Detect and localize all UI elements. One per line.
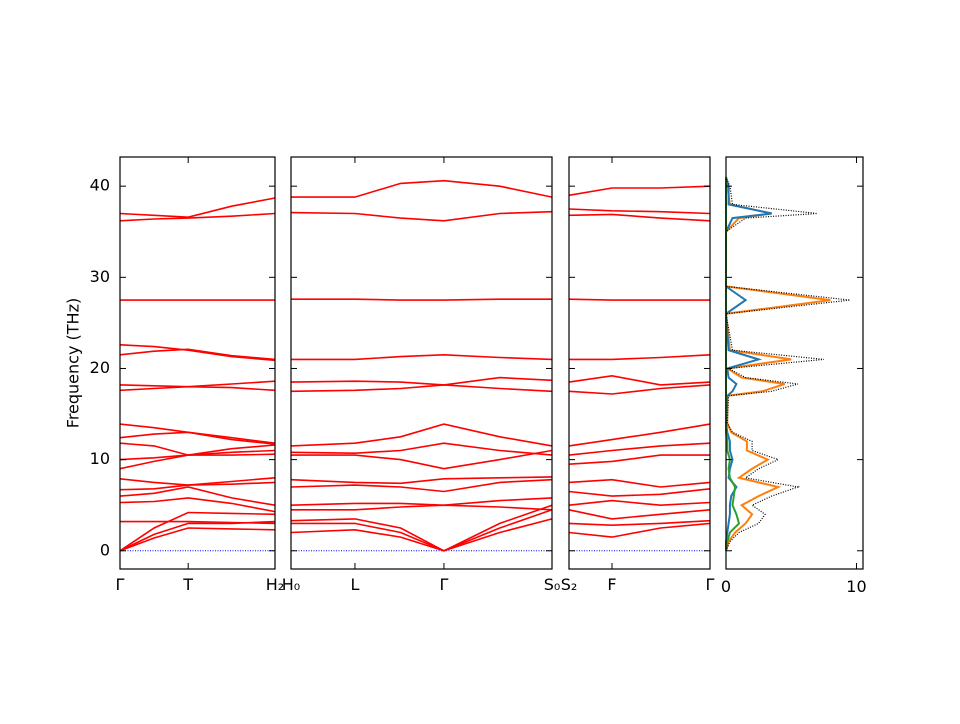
band bbox=[568, 384, 711, 395]
x-tick-label: L bbox=[350, 575, 359, 594]
band bbox=[568, 499, 711, 507]
band bbox=[119, 197, 276, 219]
y-tick-label: 20 bbox=[90, 358, 110, 377]
band bbox=[119, 486, 276, 506]
band bbox=[568, 519, 711, 527]
band bbox=[569, 354, 711, 361]
band bbox=[568, 213, 711, 222]
band bbox=[568, 185, 711, 197]
band bbox=[290, 476, 553, 485]
band bbox=[119, 423, 276, 444]
y-tick-label: 30 bbox=[90, 267, 110, 286]
band bbox=[568, 478, 711, 488]
band bbox=[291, 509, 553, 552]
panel-frame bbox=[568, 156, 711, 570]
band bbox=[119, 212, 276, 222]
panel-frame bbox=[725, 156, 864, 570]
band bbox=[119, 497, 276, 513]
band bbox=[119, 442, 276, 456]
band bbox=[291, 298, 552, 301]
band bbox=[290, 210, 553, 222]
band bbox=[290, 423, 553, 447]
panel-frame bbox=[290, 156, 553, 570]
y-tick-label: 40 bbox=[90, 176, 110, 195]
y-tick-label: 10 bbox=[90, 449, 110, 468]
band bbox=[568, 454, 710, 465]
band bbox=[119, 527, 276, 552]
x-tick-label: Γ bbox=[439, 575, 448, 594]
x-tick-label: H₂ bbox=[266, 575, 284, 594]
band bbox=[291, 353, 553, 361]
y-axis-label: Frequency (THz) bbox=[64, 298, 83, 428]
x-tick-label: H₀ bbox=[282, 575, 300, 594]
band bbox=[290, 497, 553, 507]
band bbox=[568, 488, 711, 497]
y-tick-label: 0 bbox=[100, 540, 110, 559]
band bbox=[119, 344, 276, 362]
band bbox=[119, 380, 276, 388]
x-tick-label: 10 bbox=[846, 577, 866, 596]
band bbox=[568, 423, 711, 447]
band bbox=[568, 374, 711, 386]
band bbox=[120, 520, 276, 525]
x-tick-label: Γ bbox=[116, 575, 125, 594]
x-tick-label: S₂ bbox=[561, 575, 578, 594]
band bbox=[568, 208, 711, 215]
x-tick-label: S₀ bbox=[544, 575, 561, 594]
band bbox=[119, 385, 276, 392]
band bbox=[290, 478, 553, 493]
x-tick-label: F bbox=[607, 575, 616, 594]
band bbox=[290, 442, 553, 456]
band bbox=[290, 376, 553, 386]
band bbox=[290, 518, 553, 552]
band bbox=[290, 384, 553, 393]
x-tick-label: T bbox=[182, 575, 193, 594]
band bbox=[291, 449, 553, 470]
band bbox=[119, 477, 276, 486]
band bbox=[119, 511, 276, 552]
band bbox=[119, 348, 276, 361]
band bbox=[568, 522, 711, 538]
band bbox=[290, 504, 553, 552]
band bbox=[291, 504, 553, 511]
band bbox=[568, 298, 710, 301]
panel-frame bbox=[119, 156, 276, 570]
band bbox=[291, 179, 553, 198]
x-tick-label: Γ bbox=[706, 575, 715, 594]
x-tick-label: 0 bbox=[721, 577, 731, 596]
band bbox=[568, 509, 711, 520]
band bbox=[568, 442, 711, 456]
band bbox=[119, 453, 276, 470]
